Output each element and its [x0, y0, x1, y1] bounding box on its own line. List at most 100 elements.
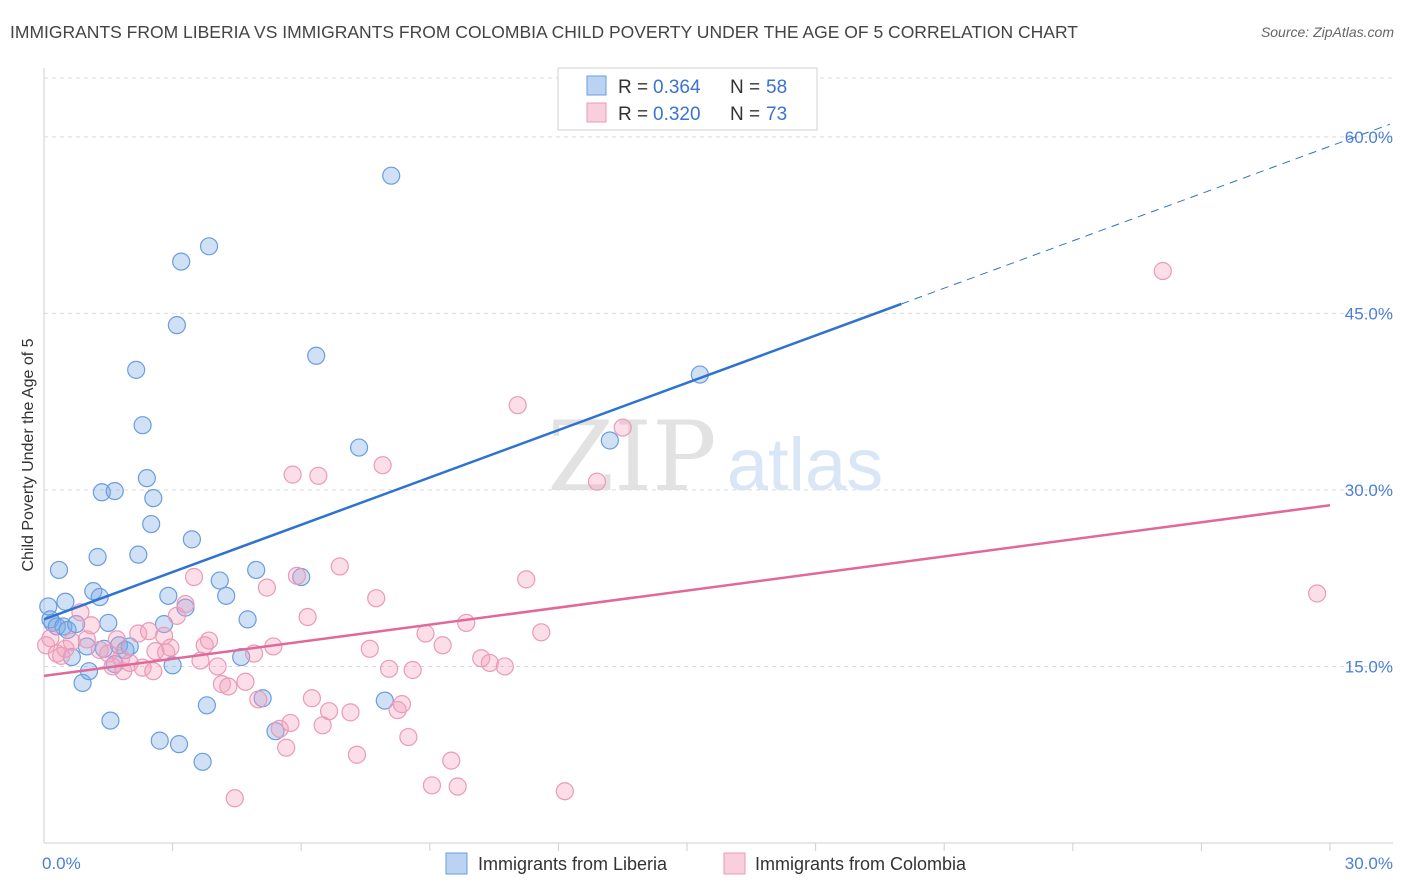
- y-tick-label-3: 60.0%: [1345, 128, 1393, 147]
- colombia-point-49: [330, 557, 349, 576]
- colombia-point-69: [508, 396, 527, 415]
- colombia-point-62: [433, 636, 452, 655]
- y-tick-label-1: 30.0%: [1345, 481, 1393, 500]
- bottom-legend-swatch-liberia: [445, 852, 468, 875]
- bottom-legend-label-liberia: Immigrants from Liberia: [478, 854, 668, 874]
- bottom-legend-swatch-colombia: [723, 852, 746, 875]
- colombia-point-52: [360, 639, 379, 658]
- liberia-point-4: [49, 560, 69, 580]
- colombia-point-29: [199, 631, 219, 650]
- colombia-point-8: [82, 616, 101, 635]
- colombia-point-16: [129, 624, 148, 643]
- legend-r-value-colombia: 0.320: [653, 104, 701, 125]
- colombia-point-45: [302, 689, 322, 708]
- liberia-point-40: [193, 752, 212, 771]
- colombia-point-48: [319, 702, 339, 721]
- colombia-point-76: [1308, 584, 1327, 603]
- colombia-point-50: [341, 703, 360, 722]
- colombia-point-43: [287, 566, 307, 585]
- colombia-point-44: [298, 607, 317, 627]
- bottom-legend: Immigrants from Liberia Immigrants from …: [445, 852, 967, 875]
- colombia-point-70: [517, 570, 536, 589]
- liberia-point-9: [67, 614, 86, 634]
- legend-n-label-colombia: N =: [730, 104, 760, 125]
- legend-box: R = 0.364 N = 58 R = 0.320 N = 73: [557, 67, 818, 131]
- colombia-point-41: [281, 713, 300, 733]
- liberia-point-26: [129, 545, 148, 564]
- chart-source: Source: ZipAtlas.com: [1260, 24, 1394, 40]
- colombia-point-34: [236, 672, 255, 691]
- colombia-point-42: [283, 465, 302, 484]
- colombia-point-60: [416, 624, 435, 643]
- colombia-point-51: [347, 745, 367, 764]
- liberia-point-10: [73, 673, 92, 693]
- colombia-point-33: [225, 789, 244, 808]
- colombia-point-68: [495, 657, 514, 676]
- colombia-point-75: [1153, 261, 1172, 281]
- legend-swatch-colombia: [586, 102, 607, 123]
- legend-n-label-liberia: N =: [730, 77, 760, 98]
- legend-n-value-liberia: 58: [766, 77, 787, 98]
- legend-r-label-liberia: R =: [618, 77, 648, 98]
- liberia-point-25: [127, 360, 146, 379]
- legend-r-label-colombia: R =: [618, 104, 648, 125]
- liberia-point-6: [56, 592, 75, 611]
- colombia-point-5: [62, 632, 81, 651]
- colombia-point-57: [392, 695, 412, 714]
- colombia-point-7: [77, 630, 96, 649]
- liberia-point-52: [349, 438, 369, 457]
- liberia-point-53: [375, 691, 394, 710]
- liberia-point-27: [133, 416, 152, 435]
- liberia-point-42: [199, 237, 219, 256]
- axes: [43, 68, 1393, 851]
- liberia-point-46: [238, 610, 257, 629]
- liberia-trend-extension: [901, 123, 1391, 305]
- colombia-point-12: [107, 630, 126, 649]
- colombia-point-37: [257, 578, 277, 597]
- colombia-point-32: [219, 677, 238, 696]
- liberia-point-29: [142, 514, 161, 534]
- liberia-point-14: [88, 547, 107, 567]
- watermark: ZIP atlas: [547, 401, 883, 513]
- y-tick-label-0: 15.0%: [1345, 657, 1393, 676]
- colombia-points: [37, 261, 1327, 808]
- liberia-point-43: [210, 571, 229, 590]
- legend-r-value-liberia: 0.364: [653, 77, 701, 98]
- watermark-zip: ZIP: [547, 401, 716, 513]
- bottom-legend-label-colombia: Immigrants from Colombia: [755, 854, 967, 874]
- legend-swatch-liberia: [586, 75, 607, 96]
- colombia-point-4: [56, 639, 75, 658]
- colombia-point-63: [442, 751, 461, 770]
- liberia-trend-line: [43, 302, 902, 621]
- liberia-point-55: [600, 431, 619, 450]
- x-tick-label-min: 0.0%: [42, 854, 81, 873]
- y-tick-label-2: 45.0%: [1345, 304, 1393, 323]
- liberia-point-30: [144, 489, 163, 508]
- colombia-point-74: [613, 418, 632, 437]
- liberia-point-41: [197, 696, 216, 715]
- liberia-point-47: [247, 560, 266, 580]
- colombia-point-25: [176, 594, 195, 614]
- liberia-point-31: [150, 731, 169, 750]
- liberia-point-28: [137, 469, 156, 488]
- liberia-points: [39, 166, 709, 771]
- colombia-point-54: [373, 456, 392, 475]
- liberia-point-36: [169, 735, 189, 754]
- liberia-point-44: [217, 586, 236, 605]
- colombia-point-55: [379, 659, 399, 678]
- colombia-point-58: [399, 727, 418, 747]
- colombia-point-26: [184, 567, 204, 587]
- y-tick-labels: 15.0% 30.0% 45.0% 60.0%: [1345, 128, 1393, 677]
- liberia-point-39: [182, 530, 201, 549]
- liberia-point-17: [99, 613, 118, 633]
- colombia-trend-line: [43, 503, 1331, 678]
- liberia-point-24: [105, 482, 124, 501]
- legend-n-value-colombia: 73: [766, 104, 787, 125]
- colombia-point-66: [472, 649, 491, 668]
- liberia-point-37: [172, 252, 191, 271]
- liberia-point-51: [307, 346, 326, 365]
- colombia-point-18: [139, 622, 159, 641]
- colombia-point-59: [403, 660, 422, 680]
- colombia-point-1: [41, 629, 60, 648]
